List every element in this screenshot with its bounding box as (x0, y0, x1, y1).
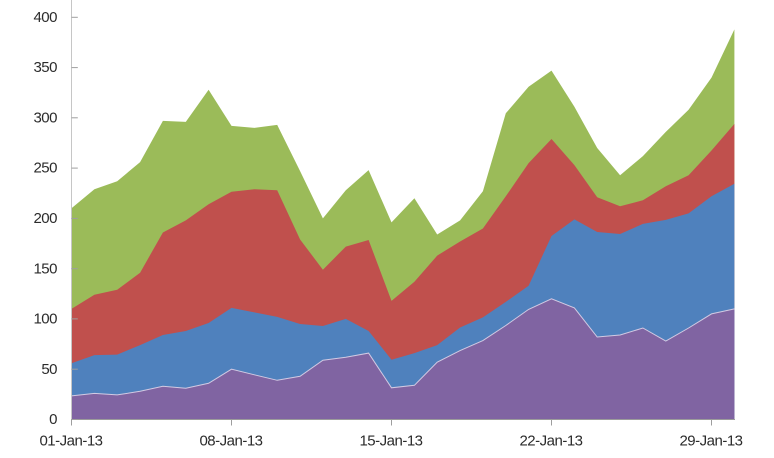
svg-text:01-Jan-13: 01-Jan-13 (39, 432, 102, 449)
svg-text:100: 100 (33, 311, 57, 328)
svg-text:350: 350 (33, 59, 57, 76)
svg-text:0: 0 (49, 411, 57, 428)
svg-text:300: 300 (33, 109, 57, 126)
svg-text:22-Jan-13: 22-Jan-13 (519, 432, 582, 449)
svg-text:50: 50 (41, 361, 57, 378)
svg-text:400: 400 (33, 9, 57, 26)
svg-text:15-Jan-13: 15-Jan-13 (359, 432, 422, 449)
svg-text:08-Jan-13: 08-Jan-13 (199, 432, 262, 449)
svg-text:29-Jan-13: 29-Jan-13 (679, 432, 742, 449)
svg-text:150: 150 (33, 260, 57, 277)
svg-text:200: 200 (33, 210, 57, 227)
svg-text:250: 250 (33, 160, 57, 177)
